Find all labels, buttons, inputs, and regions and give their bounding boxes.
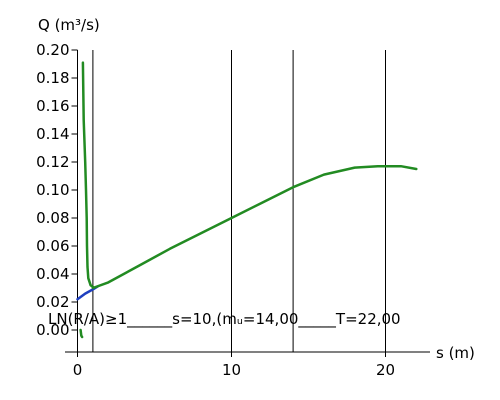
series-group [76,61,418,339]
y-tick-label: 0.20 [36,41,69,59]
y-tick-label: 0.10 [36,181,69,199]
x-ticks: 0 10 20 [73,352,395,379]
x-tick-label: 10 [222,361,241,379]
x-axis: 0 10 20 [65,351,430,379]
y-tick-label: 0.04 [36,265,69,283]
y-tick-label: 0.12 [36,153,69,171]
x-axis-label: s (m) [436,344,475,362]
chart-annotation: LN(R/A)≥1______s=10,(mᵤ=14,00_____T=22,0… [48,310,401,329]
series-line [79,328,84,339]
y-axis-label: Q (m³/s) [38,16,100,34]
y-tick-label: 0.08 [36,209,69,227]
vertical-lines [92,50,386,352]
y-tick-label: 0.00 [36,321,69,339]
series-line [81,61,96,290]
y-tick-label: 0.18 [36,69,69,87]
y-tick-label: 0.06 [36,237,69,255]
x-tick-label: 20 [376,361,395,379]
y-axis: 0.00 0.02 0.04 0.06 0.08 0.10 0.12 0.14 0.16 0.18… [36,41,78,352]
x-tick-label: 0 [73,361,83,379]
y-tick-label: 0.02 [36,293,69,311]
y-tick-label: 0.16 [36,97,69,115]
y-ticks: 0.00 0.02 0.04 0.06 0.08 0.10 0.12 0.14 0.16 0.18… [36,41,78,339]
y-tick-label: 0.14 [36,125,69,143]
series-line [91,164,418,290]
